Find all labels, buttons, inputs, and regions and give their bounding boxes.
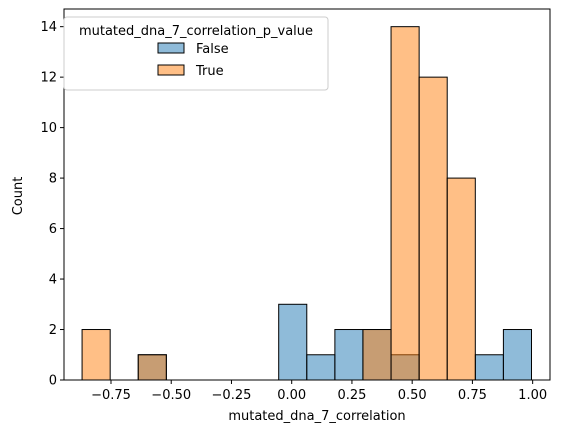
bar-true-12 bbox=[418, 76, 448, 381]
bar-false-15 bbox=[502, 329, 532, 381]
legend-title: mutated_dna_7_correlation_p_value bbox=[79, 24, 313, 39]
y-tick-label-1: 2 bbox=[49, 323, 57, 338]
bar-false-7 bbox=[278, 303, 308, 381]
x-tick-label-0: −0.75 bbox=[91, 388, 131, 403]
legend-swatch-true bbox=[157, 64, 185, 76]
plot-frame bbox=[63, 8, 551, 381]
bar-false-14 bbox=[474, 354, 504, 381]
axes-group: −0.75 −0.50 −0.25 0.00 0.25 0.50 0.75 1.00 0 2 4 6 8… bbox=[40, 8, 551, 403]
legend-label-false: False bbox=[196, 42, 229, 57]
bar-true-13 bbox=[446, 177, 476, 381]
x-tick-label-3: 0.00 bbox=[277, 388, 306, 403]
y-axis-label: Count bbox=[11, 177, 26, 216]
legend: mutated_dna_7_correlation_p_value False … bbox=[63, 16, 329, 91]
x-tick-label-4: 0.25 bbox=[337, 388, 366, 403]
y-tick-label-5: 10 bbox=[40, 121, 57, 136]
bar-true-0 bbox=[81, 329, 111, 381]
bar-true-2 bbox=[137, 354, 167, 381]
x-tick-label-6: 0.75 bbox=[458, 388, 487, 403]
y-tick-label-3: 6 bbox=[49, 222, 57, 237]
legend-swatch-false bbox=[157, 42, 185, 54]
y-tick-label-0: 0 bbox=[49, 374, 57, 389]
bars-group bbox=[81, 26, 532, 381]
legend-frame bbox=[63, 16, 329, 91]
y-tick-label-7: 14 bbox=[40, 20, 57, 35]
x-axis-label: mutated_dna_7_correlation bbox=[228, 409, 405, 424]
x-tick-label-5: 0.50 bbox=[398, 388, 427, 403]
legend-label-true: True bbox=[195, 64, 224, 79]
bar-false-8 bbox=[306, 354, 336, 381]
y-tick-label-6: 12 bbox=[40, 71, 57, 86]
x-tick-label-1: −0.50 bbox=[151, 388, 191, 403]
x-tick-label-2: −0.25 bbox=[212, 388, 252, 403]
bar-false-9 bbox=[334, 329, 364, 381]
y-tick-label-2: 4 bbox=[49, 273, 57, 288]
x-tick-label-7: 1.00 bbox=[518, 388, 547, 403]
y-tick-label-4: 8 bbox=[49, 172, 57, 187]
bar-true-11 bbox=[390, 26, 420, 381]
bar-true-10 bbox=[362, 329, 392, 381]
